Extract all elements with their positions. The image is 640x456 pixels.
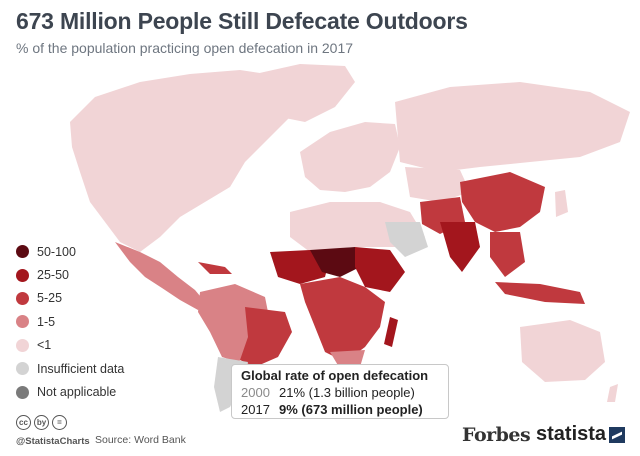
region-japan (555, 190, 568, 217)
legend-swatch (16, 245, 29, 259)
region-brazil (240, 307, 292, 367)
region-sahel (310, 247, 360, 277)
region-india (440, 222, 480, 272)
region-caribbean (198, 262, 232, 274)
region-greenland (255, 64, 355, 122)
region-russia (395, 82, 630, 172)
legend-item: 1-5 (16, 310, 124, 333)
global-rate-row: 2017 9% (673 million people) (241, 401, 440, 418)
legend-item: Insufficient data (16, 357, 124, 380)
legend-swatch (16, 338, 29, 352)
license-icons: cc by = (16, 415, 67, 430)
region-new-zealand (607, 384, 618, 402)
legend-label: Not applicable (37, 385, 117, 400)
legend-item: <1 (16, 334, 124, 357)
region-north-america (70, 70, 300, 252)
legend-label: 5-25 (37, 291, 63, 306)
chart-title: 673 Million People Still Defecate Outdoo… (16, 8, 468, 34)
legend-label: 25-50 (37, 268, 69, 283)
region-east-africa (355, 247, 405, 292)
region-china (460, 172, 545, 232)
region-australia (520, 320, 605, 382)
region-indonesia (495, 282, 585, 304)
legend-item: 5-25 (16, 287, 124, 310)
legend: 50-100 25-50 5-25 1-5 <1 Insufficient da… (16, 240, 124, 404)
statista-mark-icon (609, 426, 626, 443)
forbes-logo[interactable]: Forbes (462, 424, 531, 446)
region-central-america (115, 242, 205, 310)
twitter-handle[interactable]: @StatistaCharts (16, 436, 90, 447)
legend-swatch (16, 385, 29, 399)
attribution-icon[interactable]: by (34, 415, 49, 430)
statista-logo[interactable]: statista (536, 423, 626, 446)
legend-swatch (16, 362, 29, 376)
legend-swatch (16, 315, 29, 329)
global-rate-row: 2000 21% (1.3 billion people) (241, 384, 440, 401)
global-rate-value: 9% (673 million people) (279, 402, 423, 417)
legend-label: 1-5 (37, 314, 56, 329)
global-rate-box: Global rate of open defecation 2000 21% … (231, 364, 449, 419)
legend-swatch (16, 268, 29, 282)
legend-item: 25-50 (16, 263, 124, 286)
legend-label: <1 (37, 338, 52, 353)
legend-label: 50-100 (37, 244, 76, 259)
legend-item: Not applicable (16, 380, 124, 403)
global-rate-year: 2017 (241, 402, 270, 417)
chart-subtitle: % of the population practicing open defe… (16, 40, 354, 56)
region-central-asia (405, 167, 470, 202)
region-southeast-asia (490, 232, 525, 277)
global-rate-value: 21% (1.3 billion people) (279, 385, 415, 400)
no-derivatives-icon[interactable]: = (52, 415, 67, 430)
region-arabia (385, 222, 428, 257)
source-note: Source: Word Bank (95, 434, 186, 446)
statista-wordmark: statista (536, 423, 607, 445)
region-madagascar (384, 317, 398, 347)
legend-label: Insufficient data (37, 361, 125, 376)
global-rate-title: Global rate of open defecation (241, 368, 429, 383)
region-europe (300, 122, 400, 192)
legend-item: 50-100 (16, 240, 124, 263)
global-rate-year: 2000 (241, 385, 270, 400)
legend-swatch (16, 291, 29, 305)
region-central-africa (300, 277, 385, 362)
creative-commons-icon[interactable]: cc (16, 415, 31, 430)
